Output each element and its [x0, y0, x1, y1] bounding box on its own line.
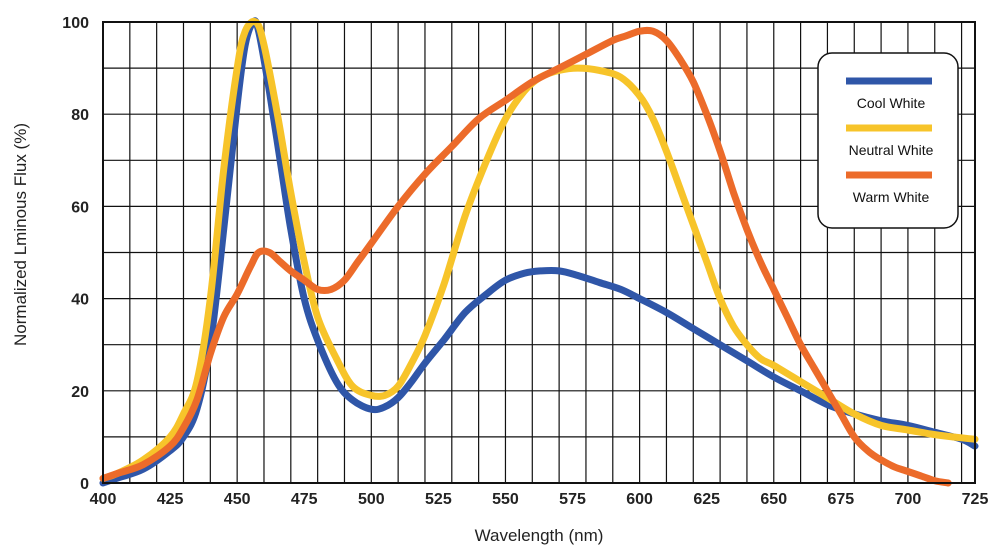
y-tick-label: 100	[62, 15, 89, 32]
x-tick-label: 600	[626, 491, 653, 508]
x-tick-label: 475	[291, 491, 318, 508]
x-tick-label: 675	[827, 491, 854, 508]
y-tick-label: 60	[71, 199, 89, 216]
y-axis-title: Normalized Lminous Flux (%)	[11, 123, 30, 346]
x-tick-label: 550	[492, 491, 519, 508]
y-tick-labels: 0 20 40 60 80 100	[62, 15, 89, 493]
legend-box	[817, 52, 959, 229]
x-axis-title: Wavelength (nm)	[475, 526, 604, 545]
y-tick-label: 0	[80, 476, 89, 493]
x-tick-label: 650	[760, 491, 787, 508]
x-tick-label: 625	[693, 491, 720, 508]
x-tick-label: 700	[895, 491, 922, 508]
x-tick-label: 500	[358, 491, 385, 508]
legend-label-cool-white: Cool White	[857, 95, 926, 111]
y-tick-label: 80	[71, 107, 89, 124]
x-tick-label: 525	[425, 491, 452, 508]
x-tick-label: 425	[157, 491, 184, 508]
x-tick-labels: 400 425 450 475 500 525 550 575 600 625 650 675 700 7…	[90, 491, 989, 508]
x-tick-label: 725	[962, 491, 989, 508]
series-line-neutral-white	[99, 17, 979, 482]
series-line-cool-white	[99, 17, 979, 487]
x-tick-label: 575	[559, 491, 586, 508]
x-tick-label: 450	[224, 491, 251, 508]
plot-frame	[102, 21, 976, 484]
legend: Cool White Neutral White Warm White	[817, 52, 959, 229]
y-tick-label: 20	[71, 384, 89, 401]
series-layer	[99, 17, 979, 487]
y-tick-label: 40	[71, 292, 89, 309]
legend-label-neutral-white: Neutral White	[849, 142, 934, 158]
legend-label-warm-white: Warm White	[853, 189, 930, 205]
series-line-warm-white	[99, 26, 952, 487]
x-tick-label: 400	[90, 491, 117, 508]
